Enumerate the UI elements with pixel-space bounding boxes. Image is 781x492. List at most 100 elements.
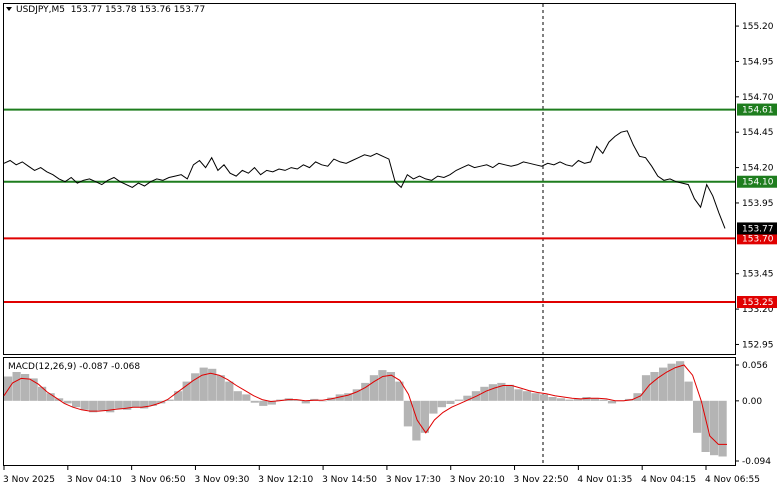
macd-histogram-bar bbox=[89, 400, 98, 413]
macd-tick-label: 0.056 bbox=[742, 361, 768, 371]
macd-histogram-bar bbox=[216, 375, 225, 401]
time-tick-label: 3 Nov 2025 bbox=[3, 475, 55, 485]
level-label-153.25: 153.25 bbox=[742, 298, 774, 308]
time-tick-label: 3 Nov 17:30 bbox=[386, 475, 441, 485]
macd-panel-frame bbox=[3, 357, 736, 466]
macd-histogram-bar bbox=[165, 399, 174, 401]
macd-histogram-bar bbox=[97, 400, 106, 411]
macd-histogram-bar bbox=[573, 398, 583, 401]
macd-histogram-bar bbox=[420, 400, 429, 433]
macd-signal-line bbox=[3, 364, 727, 445]
symbol-info-bar[interactable]: USDJPY,M5 153.77 153.78 153.76 153.77 bbox=[6, 4, 205, 16]
time-axis[interactable]: 3 Nov 2025 3 Nov 04:10 3 Nov 06:50 3 Nov 09… bbox=[3, 466, 760, 485]
macd-histogram-bar bbox=[514, 389, 523, 401]
macd-histogram-bar bbox=[539, 394, 549, 401]
macd-histogram-bar bbox=[131, 400, 140, 408]
macd-histogram-bar bbox=[301, 400, 310, 404]
price-tick-label: 154.20 bbox=[742, 164, 774, 174]
price-tick-label: 153.20 bbox=[742, 305, 774, 315]
price-panel-frame bbox=[3, 3, 736, 355]
macd-histogram-bar bbox=[650, 372, 659, 401]
macd-histogram-bar bbox=[4, 376, 13, 401]
macd-histogram-bar bbox=[488, 384, 497, 401]
macd-histogram-bar bbox=[607, 400, 617, 404]
time-tick-label: 3 Nov 04:10 bbox=[67, 475, 122, 485]
macd-histogram-bar bbox=[701, 400, 710, 452]
macd-histogram-bar bbox=[114, 400, 123, 409]
dropdown-arrow-icon[interactable] bbox=[6, 7, 12, 11]
macd-histogram-bar bbox=[21, 374, 30, 401]
macd-histogram-bar bbox=[12, 372, 21, 401]
macd-axis[interactable]: 0.056 0.00 -0.094 bbox=[735, 361, 771, 467]
time-tick-label: 4 Nov 04:15 bbox=[641, 475, 696, 485]
macd-histogram-bar bbox=[123, 400, 132, 410]
macd-histogram-bar bbox=[480, 386, 489, 401]
time-tick-label: 3 Nov 09:30 bbox=[194, 475, 249, 485]
macd-histogram-bar bbox=[565, 399, 574, 401]
macd-histogram-bar bbox=[446, 400, 455, 404]
macd-histogram-bar bbox=[140, 400, 149, 409]
level-label-153.70: 153.70 bbox=[742, 234, 774, 244]
macd-histogram-bar bbox=[148, 400, 157, 406]
macd-histogram-bar bbox=[676, 361, 685, 401]
macd-histogram-bar bbox=[412, 400, 421, 441]
macd-histogram-bar bbox=[437, 400, 446, 408]
macd-histogram-bar bbox=[208, 368, 217, 401]
macd-indicator-label[interactable]: MACD(12,26,9) -0.087 -0.068 bbox=[8, 361, 140, 373]
macd-histogram-bar bbox=[369, 375, 378, 401]
price-tick-label: 153.45 bbox=[742, 270, 774, 280]
price-line bbox=[3, 130, 726, 229]
macd-histogram-bar bbox=[63, 400, 72, 404]
macd-values: -0.087 -0.068 bbox=[79, 362, 141, 372]
macd-histogram-bar bbox=[395, 381, 404, 401]
horizontal-levels bbox=[4, 108, 735, 304]
macd-histogram-bar bbox=[106, 400, 115, 413]
macd-histogram-bar bbox=[293, 399, 302, 401]
macd-histogram-bar bbox=[718, 400, 727, 457]
current-price-label: 153.77 bbox=[742, 224, 774, 234]
macd-histogram-bar bbox=[693, 400, 702, 433]
time-tick-label: 3 Nov 12:10 bbox=[258, 475, 313, 485]
macd-histogram-bar bbox=[667, 363, 676, 401]
macd-signal-series bbox=[3, 364, 727, 445]
price-tick-label: 153.95 bbox=[742, 199, 774, 209]
macd-histogram-bar bbox=[46, 393, 55, 401]
ohlc-values: 153.77 153.78 153.76 153.77 bbox=[70, 5, 206, 15]
current-price-box bbox=[737, 222, 777, 235]
symbol-label: USDJPY,M5 bbox=[16, 5, 65, 15]
macd-histogram-bar bbox=[191, 373, 200, 401]
macd-histogram-bar bbox=[710, 400, 719, 456]
macd-histogram-bar bbox=[233, 391, 242, 401]
macd-histogram-bar bbox=[590, 398, 600, 401]
macd-histogram-bar bbox=[174, 391, 183, 401]
macd-histogram-bar bbox=[386, 372, 395, 401]
macd-tick-label: 0.00 bbox=[742, 397, 762, 407]
macd-histogram-bar bbox=[684, 381, 693, 401]
macd-histogram-bar bbox=[497, 382, 506, 401]
macd-histogram-bar bbox=[531, 393, 540, 401]
level-label-box-154.61 bbox=[737, 103, 777, 116]
macd-histogram-bar bbox=[641, 375, 651, 401]
macd-histogram-bar bbox=[378, 370, 387, 401]
macd-histogram-bar bbox=[454, 399, 463, 401]
time-tick-label: 3 Nov 06:50 bbox=[131, 475, 186, 485]
macd-histogram-bar bbox=[199, 367, 208, 401]
macd-histogram-bar bbox=[361, 382, 370, 401]
macd-histogram-bar bbox=[659, 367, 668, 401]
macd-name: MACD(12,26,9) bbox=[8, 362, 77, 372]
price-axis[interactable]: 155.20 154.95 154.70 154.45 154.20 153.95 153.… bbox=[735, 22, 777, 350]
time-tick-label: 3 Nov 22:50 bbox=[514, 475, 569, 485]
macd-histogram-bar bbox=[505, 384, 514, 401]
macd-histogram-bar bbox=[599, 399, 608, 401]
level-label-154.10: 154.10 bbox=[742, 178, 774, 188]
price-tick-label: 155.20 bbox=[742, 22, 774, 32]
macd-tick-label: -0.094 bbox=[742, 457, 771, 467]
price-tick-label: 152.95 bbox=[742, 340, 774, 350]
level-label-box-154.10 bbox=[737, 175, 777, 188]
macd-histogram-bar bbox=[250, 400, 259, 403]
macd-histogram-bar bbox=[38, 386, 47, 401]
macd-histogram-bar bbox=[352, 389, 361, 401]
time-tick-label: 4 Nov 01:35 bbox=[577, 475, 632, 485]
